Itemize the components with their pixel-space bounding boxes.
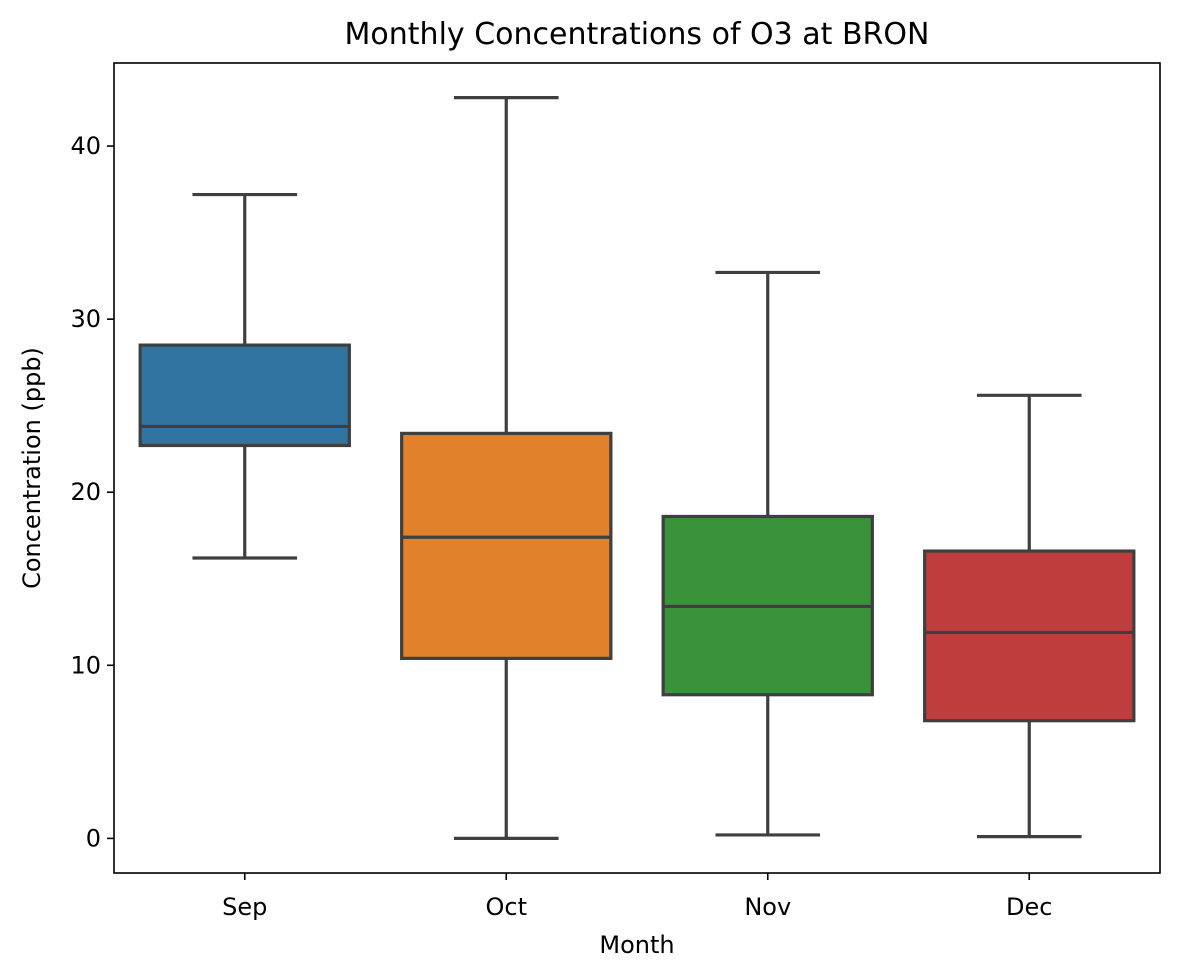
x-tick-label: Dec <box>1006 893 1052 921</box>
box-sep <box>138 192 351 560</box>
iqr-box <box>138 343 351 448</box>
x-axis-label: Month <box>599 931 674 959</box>
box-oct <box>400 96 613 840</box>
box-nov <box>661 270 874 837</box>
y-tick-label: 40 <box>70 132 101 160</box>
chart-title: Monthly Concentrations of O3 at BRON <box>345 17 930 52</box>
y-axis-label: Concentration (ppb) <box>18 347 46 589</box>
x-tick-label: Nov <box>744 893 791 921</box>
iqr-box <box>400 431 613 660</box>
y-axis-ticks: 0 10 20 30 40 <box>70 132 114 852</box>
x-axis-ticks: Sep Oct Nov Dec <box>222 873 1052 921</box>
y-tick-label: 30 <box>70 305 101 333</box>
box-dec <box>923 393 1136 839</box>
y-tick-label: 10 <box>70 651 101 679</box>
boxes-group <box>138 96 1136 840</box>
x-tick-label: Sep <box>222 893 267 921</box>
iqr-box <box>923 549 1136 723</box>
x-tick-label: Oct <box>486 893 528 921</box>
y-tick-label: 0 <box>86 824 101 852</box>
plot-frame <box>113 62 1161 874</box>
y-tick-label: 20 <box>70 478 101 506</box>
